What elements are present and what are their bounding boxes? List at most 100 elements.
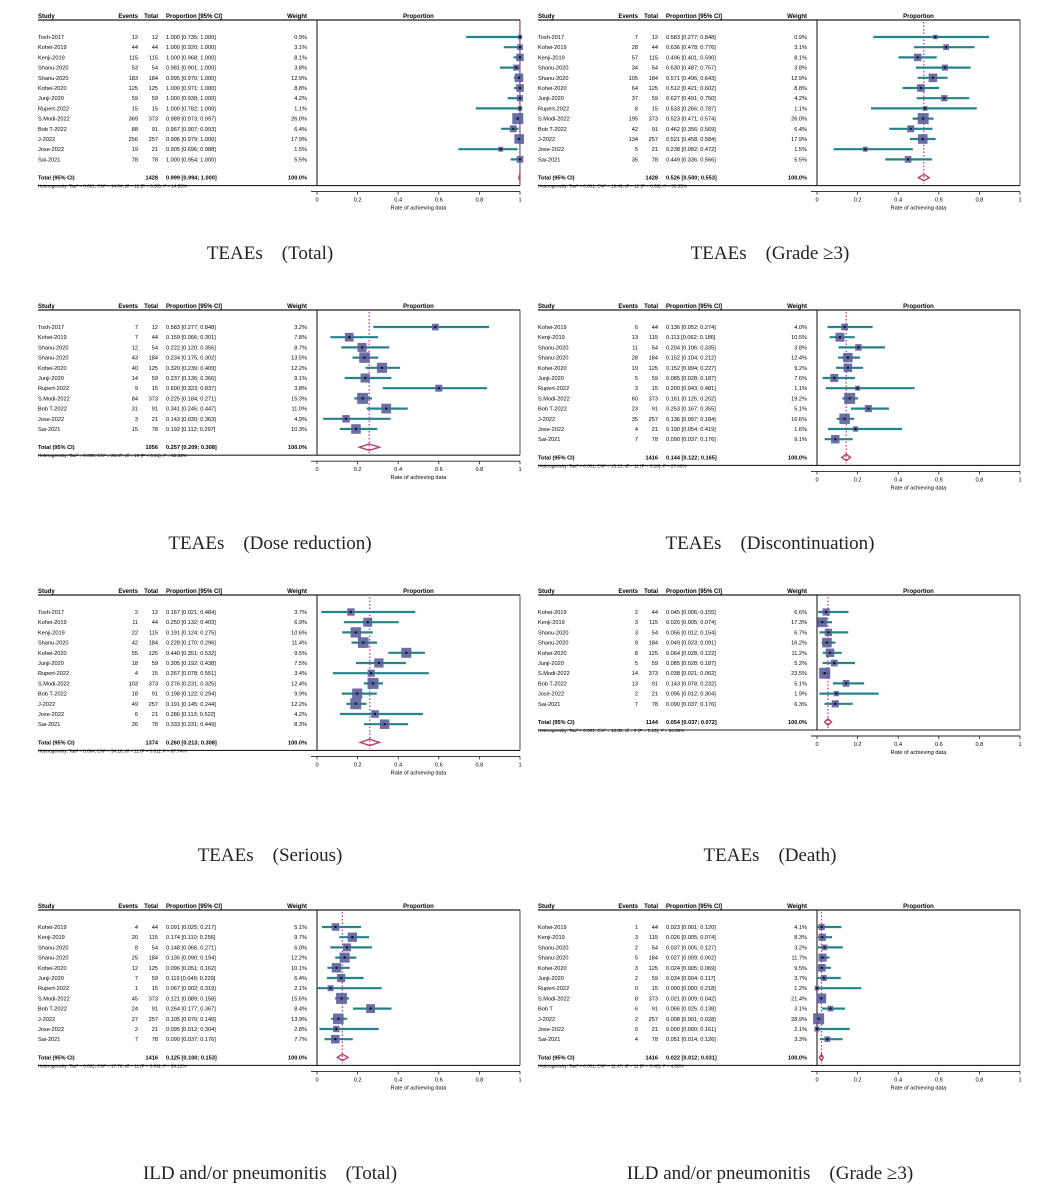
study-name: Rupert-2022 [38, 386, 69, 392]
heterogeneity-text: Heterogeneity: Tau² < 0.001; Chi² = 19.4… [538, 184, 687, 189]
study-ci: 0.200 [0.043; 0.481] [666, 386, 716, 392]
study-weight: 3.8% [294, 386, 307, 392]
study-ci: 0.989 [0.973; 0.997] [166, 117, 216, 123]
study-name: Shanu-2020 [538, 630, 568, 636]
study-events: 7 [635, 437, 638, 443]
study-ci: 1.000 [0.735; 1.000] [166, 35, 216, 41]
study-name: S.Modi-2022 [38, 396, 70, 402]
study-events: 12 [132, 35, 138, 41]
total-n: 1416 [146, 1055, 158, 1061]
study-events: 11 [132, 620, 138, 626]
forest-panel: Study Events Total Proportion [95% CI] Weigh… [520, 300, 1022, 590]
point-estimate [363, 356, 366, 359]
point-estimate [823, 672, 826, 675]
point-estimate [373, 712, 377, 716]
study-ci: 0.333 [0.231; 0.449] [166, 722, 216, 728]
x-tick-label: 0.4 [894, 477, 902, 483]
header-study: Study [538, 304, 555, 310]
study-events: 60 [632, 396, 638, 402]
study-total: 59 [652, 376, 658, 382]
study-name: J-2022 [538, 1017, 555, 1023]
study-ci: 0.091 [0.025; 0.217] [166, 925, 216, 931]
study-ci: 0.264 [0.177; 0.367] [166, 1007, 216, 1013]
study-name: Sai-2021 [538, 157, 560, 163]
x-tick-label: 0.8 [476, 198, 484, 204]
total-weight: 100.0% [288, 445, 307, 451]
point-estimate [821, 956, 824, 959]
study-name: J-2022 [38, 702, 55, 708]
study-ci: 1.000 [0.971; 1.000] [166, 86, 216, 92]
study-name: Sai-2021 [38, 157, 60, 163]
x-tick-label: 0 [315, 762, 318, 768]
pooled-diamond [818, 1052, 825, 1062]
study-name: Rupert-2022 [538, 106, 569, 112]
point-estimate [514, 66, 518, 69]
study-events: 18 [132, 692, 138, 698]
study-total: 115 [149, 55, 158, 61]
x-tick-label: 0.8 [976, 1077, 984, 1083]
point-estimate [383, 723, 386, 726]
study-ci: 0.090 [0.037; 0.176] [666, 702, 716, 708]
study-weight: 8.8% [794, 86, 807, 92]
study-ci: 0.027 [0.009; 0.062] [666, 956, 716, 962]
panel-caption: ILD and/or pneumonitis (Grade ≥3) [626, 1163, 914, 1184]
study-weight: 4.0% [794, 325, 807, 331]
study-weight: 4.2% [294, 96, 307, 102]
study-events: 2 [635, 610, 638, 616]
point-estimate [437, 387, 440, 390]
study-weight: 16.2% [791, 641, 807, 647]
study-total: 125 [649, 86, 658, 92]
study-total: 78 [152, 157, 158, 163]
point-estimate [335, 966, 338, 969]
total-n: 1056 [146, 445, 158, 451]
x-axis-label: Rate of achieving data [391, 770, 448, 776]
header-weight: Weight [287, 304, 307, 310]
study-events: 34 [632, 66, 638, 72]
x-tick-label: 1 [1018, 742, 1021, 748]
study-weight: 17.9% [291, 137, 307, 143]
point-estimate [344, 417, 348, 420]
header-total: Total [144, 904, 158, 910]
study-ci: 0.630 [0.487; 0.757] [666, 66, 716, 72]
study-total: 257 [149, 1017, 158, 1023]
study-ci: 0.191 [0.145; 0.244] [166, 702, 216, 708]
x-tick-label: 1 [518, 762, 521, 768]
point-estimate [377, 661, 381, 665]
point-estimate [518, 46, 522, 49]
study-name: Jose-2022 [38, 147, 64, 153]
point-estimate [916, 56, 919, 59]
study-events: 256 [129, 137, 138, 143]
study-total: 59 [652, 96, 658, 102]
point-estimate [909, 127, 912, 130]
study-weight: 8.4% [294, 1007, 307, 1013]
point-estimate [334, 925, 337, 929]
study-ci: 0.190 [0.054; 0.419] [666, 427, 716, 433]
total-label: Total (95% CI) [538, 1055, 575, 1061]
study-name: Shanu-2020 [538, 945, 568, 951]
study-ci: 0.105 [0.070; 0.149] [166, 1017, 216, 1023]
study-name: Kohei-2019 [538, 610, 567, 616]
pooled-diamond [358, 738, 382, 747]
study-weight: 10.3% [291, 427, 307, 433]
study-name: Bob T-2022 [538, 681, 567, 687]
study-total: 184 [649, 641, 658, 647]
study-events: 3 [635, 966, 638, 972]
header-study: Study [538, 904, 555, 910]
study-total: 125 [649, 966, 658, 972]
study-events: 2 [635, 976, 638, 982]
study-name: J-2022 [38, 137, 55, 143]
x-tick-label: 1 [518, 467, 521, 473]
x-tick-label: 0.6 [435, 198, 443, 204]
point-estimate [931, 76, 935, 80]
study-total: 15 [152, 106, 158, 112]
header-proportion-ci: Proportion [95% CI] [166, 589, 222, 595]
point-estimate [867, 407, 870, 410]
x-tick-label: 1 [518, 1077, 521, 1083]
study-events: 5 [635, 956, 638, 962]
study-weight: 0.9% [794, 35, 807, 41]
study-ci: 0.090 [0.037; 0.176] [166, 1037, 216, 1043]
point-estimate [820, 925, 823, 929]
header-weight: Weight [787, 14, 807, 20]
x-tick-label: 0.4 [894, 198, 902, 204]
study-weight: 1.5% [794, 147, 807, 153]
